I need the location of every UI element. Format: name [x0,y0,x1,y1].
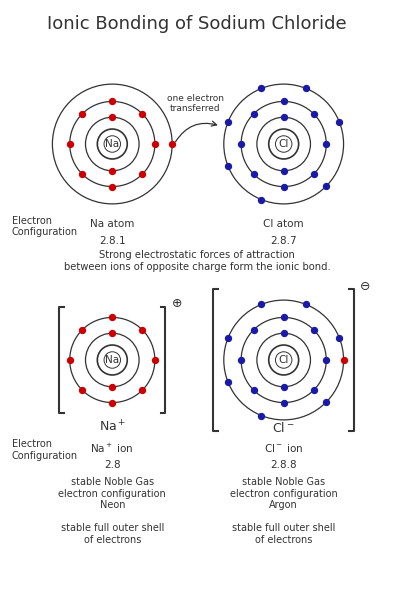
Text: Cl$^-$ ion: Cl$^-$ ion [264,442,303,454]
Point [109,112,115,122]
Text: stable Noble Gas
electron configuration
Argon: stable Noble Gas electron configuration … [230,477,338,510]
Point [109,166,115,176]
Text: Electron
Configuration: Electron Configuration [12,216,78,238]
Text: Cl: Cl [279,355,289,365]
Point [225,377,231,387]
Text: stable Noble Gas
electron configuration
Neon: stable Noble Gas electron configuration … [58,477,166,510]
Point [281,166,287,176]
Point [251,385,257,395]
Point [109,398,115,407]
Text: 2.8.1: 2.8.1 [99,236,126,245]
Point [303,299,309,309]
Text: 2.8.8: 2.8.8 [270,460,297,470]
Text: stable full outer shell
of electrons: stable full outer shell of electrons [232,523,335,545]
Point [323,139,329,149]
Text: stable full outer shell
of electrons: stable full outer shell of electrons [61,523,164,545]
Text: Cl$^-$: Cl$^-$ [273,421,295,434]
Text: Cl: Cl [279,139,289,149]
Point [139,325,145,335]
Point [109,182,115,191]
Point [258,195,264,205]
Point [251,169,257,179]
Point [303,83,309,93]
Point [225,161,231,171]
Text: Na atom: Na atom [90,219,134,229]
Point [109,97,115,106]
Point [281,328,287,338]
Point [225,117,231,127]
FancyArrowPatch shape [176,121,217,142]
Point [139,385,145,395]
Text: ⊖: ⊖ [360,280,371,293]
Point [323,355,329,365]
Text: one electron
transferred: one electron transferred [167,94,223,113]
Point [79,385,85,395]
Point [67,355,73,365]
Point [310,325,317,335]
Point [281,97,287,106]
Point [169,139,175,149]
Point [340,355,347,365]
Point [281,182,287,191]
Point [281,313,287,322]
Text: Electron
Configuration: Electron Configuration [12,439,78,461]
Text: ⊕: ⊕ [171,297,182,310]
Text: 2.8: 2.8 [104,460,121,470]
Point [281,382,287,392]
Point [152,355,158,365]
Text: Cl atom: Cl atom [263,219,304,229]
Text: Na: Na [105,139,119,149]
Point [258,83,264,93]
Point [79,325,85,335]
Point [323,398,329,407]
Point [336,117,342,127]
Point [281,398,287,407]
Point [139,109,145,119]
Point [281,112,287,122]
Point [139,169,145,179]
Point [258,411,264,421]
Text: Na$^+$ ion: Na$^+$ ion [91,442,134,455]
Point [310,109,317,119]
Point [225,333,231,343]
Point [109,313,115,322]
Point [109,382,115,392]
Text: 2.8.7: 2.8.7 [270,236,297,245]
Point [238,139,244,149]
Point [251,109,257,119]
Point [67,139,73,149]
Point [258,299,264,309]
Point [109,328,115,338]
Point [310,169,317,179]
Point [310,385,317,395]
Point [238,355,244,365]
Point [336,333,342,343]
Text: Strong electrostatic forces of attraction
between ions of opposite charge form t: Strong electrostatic forces of attractio… [63,250,331,272]
Point [251,325,257,335]
Text: Na: Na [105,355,119,365]
Text: Ionic Bonding of Sodium Chloride: Ionic Bonding of Sodium Chloride [47,15,347,33]
Point [79,169,85,179]
Point [79,109,85,119]
Point [152,139,158,149]
Text: Na$^+$: Na$^+$ [98,419,126,434]
Point [323,182,329,191]
